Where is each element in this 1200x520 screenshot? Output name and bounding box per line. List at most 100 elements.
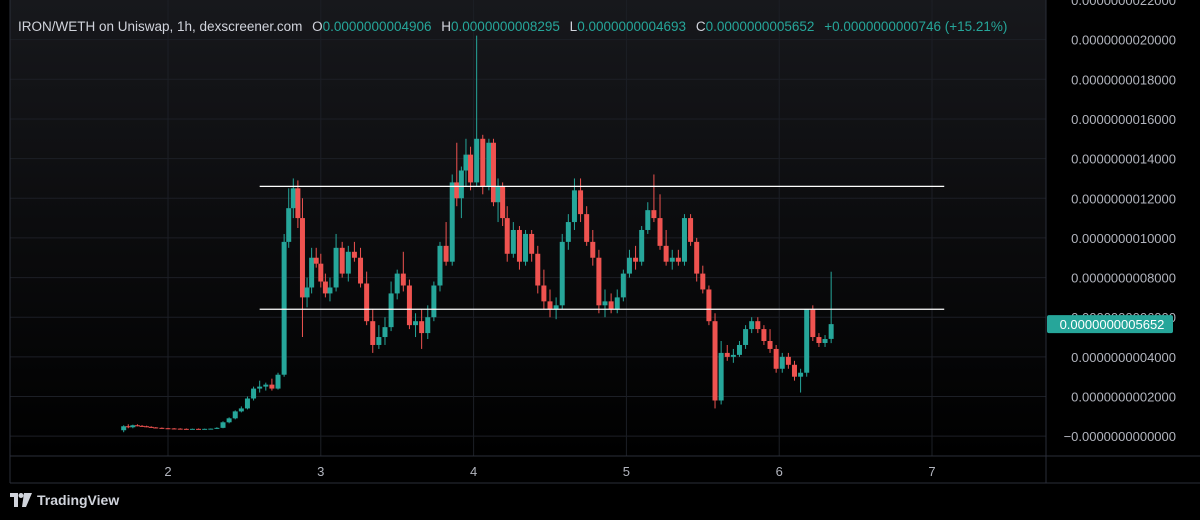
candle-down[interactable] xyxy=(578,190,584,215)
candle-down[interactable] xyxy=(339,247,345,274)
candle-up[interactable] xyxy=(220,422,226,428)
candle-down[interactable] xyxy=(358,257,364,284)
candle-down[interactable] xyxy=(500,186,506,219)
candle-up[interactable] xyxy=(828,324,834,339)
candle-up[interactable] xyxy=(463,154,469,171)
candle-down[interactable] xyxy=(406,285,412,326)
candle-down[interactable] xyxy=(584,214,590,242)
candle-down[interactable] xyxy=(165,428,171,430)
candle-down[interactable] xyxy=(724,352,730,357)
candle-down[interactable] xyxy=(364,283,370,322)
candle-up[interactable] xyxy=(345,251,351,274)
candle-up[interactable] xyxy=(309,257,315,288)
candle-up[interactable] xyxy=(804,309,810,373)
candle-down[interactable] xyxy=(504,218,510,254)
candle-down[interactable] xyxy=(541,285,547,302)
candle-down[interactable] xyxy=(295,188,301,219)
candle-up[interactable] xyxy=(486,142,492,187)
candle-down[interactable] xyxy=(755,321,761,330)
candle-up[interactable] xyxy=(449,182,455,262)
candle-down[interactable] xyxy=(810,309,816,338)
candle-down[interactable] xyxy=(657,218,663,246)
candle-up[interactable] xyxy=(244,398,250,409)
candle-up[interactable] xyxy=(382,327,388,338)
candle-down[interactable] xyxy=(490,142,496,203)
candle-down[interactable] xyxy=(351,251,357,258)
candle-down[interactable] xyxy=(590,241,596,258)
candle-down[interactable] xyxy=(144,426,150,428)
candle-up[interactable] xyxy=(121,426,127,431)
candle-down[interactable] xyxy=(596,257,602,306)
candle-down[interactable] xyxy=(767,341,773,349)
candle-up[interactable] xyxy=(822,339,828,343)
candle-down[interactable] xyxy=(535,253,541,286)
candle-up[interactable] xyxy=(281,241,287,375)
candle-down[interactable] xyxy=(125,426,131,428)
candle-up[interactable] xyxy=(263,384,269,387)
candle-down[interactable] xyxy=(547,301,553,310)
candle-up[interactable] xyxy=(275,374,281,389)
candle-up[interactable] xyxy=(130,425,136,428)
candle-up[interactable] xyxy=(413,321,419,326)
candle-down[interactable] xyxy=(269,384,275,389)
candle-up[interactable] xyxy=(189,428,195,430)
candle-up[interactable] xyxy=(376,337,382,345)
candle-up[interactable] xyxy=(333,247,339,288)
candle-up[interactable] xyxy=(437,245,443,286)
candle-up[interactable] xyxy=(257,386,263,389)
candle-down[interactable] xyxy=(318,263,324,282)
candle-down[interactable] xyxy=(419,321,425,334)
candle-up[interactable] xyxy=(736,344,742,355)
candle-down[interactable] xyxy=(761,329,767,342)
candle-up[interactable] xyxy=(639,229,645,262)
candle-down[interactable] xyxy=(171,428,177,430)
candle-up[interactable] xyxy=(743,329,749,345)
candle-down[interactable] xyxy=(134,425,140,427)
candle-down[interactable] xyxy=(675,257,681,262)
candle-up[interactable] xyxy=(286,208,292,242)
candle-down[interactable] xyxy=(196,428,202,430)
candle-up[interactable] xyxy=(749,321,755,330)
candle-down[interactable] xyxy=(608,301,614,310)
candle-up[interactable] xyxy=(565,222,571,242)
candle-down[interactable] xyxy=(299,218,305,298)
candle-down[interactable] xyxy=(688,218,694,242)
candle-up[interactable] xyxy=(553,305,559,310)
symbol-title[interactable]: IRON/WETH on Uniswap, 1h, dexscreener.co… xyxy=(18,19,303,34)
candle-up[interactable] xyxy=(208,428,214,430)
candle-down[interactable] xyxy=(712,321,718,401)
candle-up[interactable] xyxy=(718,352,724,401)
candle-up[interactable] xyxy=(620,273,626,298)
candle-up[interactable] xyxy=(202,428,208,430)
candle-down[interactable] xyxy=(139,425,145,427)
candle-down[interactable] xyxy=(159,427,165,429)
candle-up[interactable] xyxy=(669,257,675,262)
tradingview-logo[interactable]: TradingView xyxy=(10,492,119,508)
candle-up[interactable] xyxy=(779,356,785,369)
candle-down[interactable] xyxy=(516,229,522,262)
candle-down[interactable] xyxy=(529,233,535,254)
candle-up[interactable] xyxy=(559,241,565,306)
candle-down[interactable] xyxy=(443,245,449,262)
candle-down[interactable] xyxy=(177,428,183,430)
candle-up[interactable] xyxy=(571,190,577,223)
candle-down[interactable] xyxy=(313,257,319,264)
candle-down[interactable] xyxy=(791,364,797,377)
candle-up[interactable] xyxy=(251,388,257,399)
candle-up[interactable] xyxy=(214,427,220,429)
candle-down[interactable] xyxy=(183,428,189,430)
candle-down[interactable] xyxy=(700,273,706,290)
candle-down[interactable] xyxy=(773,348,779,369)
candle-up[interactable] xyxy=(510,229,516,254)
candle-down[interactable] xyxy=(785,356,791,365)
candle-up[interactable] xyxy=(425,317,431,334)
candle-up[interactable] xyxy=(681,218,687,262)
candle-down[interactable] xyxy=(651,210,657,219)
candle-down[interactable] xyxy=(816,337,822,343)
candle-down[interactable] xyxy=(148,426,154,428)
candle-down[interactable] xyxy=(663,245,669,262)
candle-up[interactable] xyxy=(495,186,501,203)
candle-up[interactable] xyxy=(523,233,529,262)
candle-down[interactable] xyxy=(370,321,376,345)
candle-up[interactable] xyxy=(327,287,333,294)
